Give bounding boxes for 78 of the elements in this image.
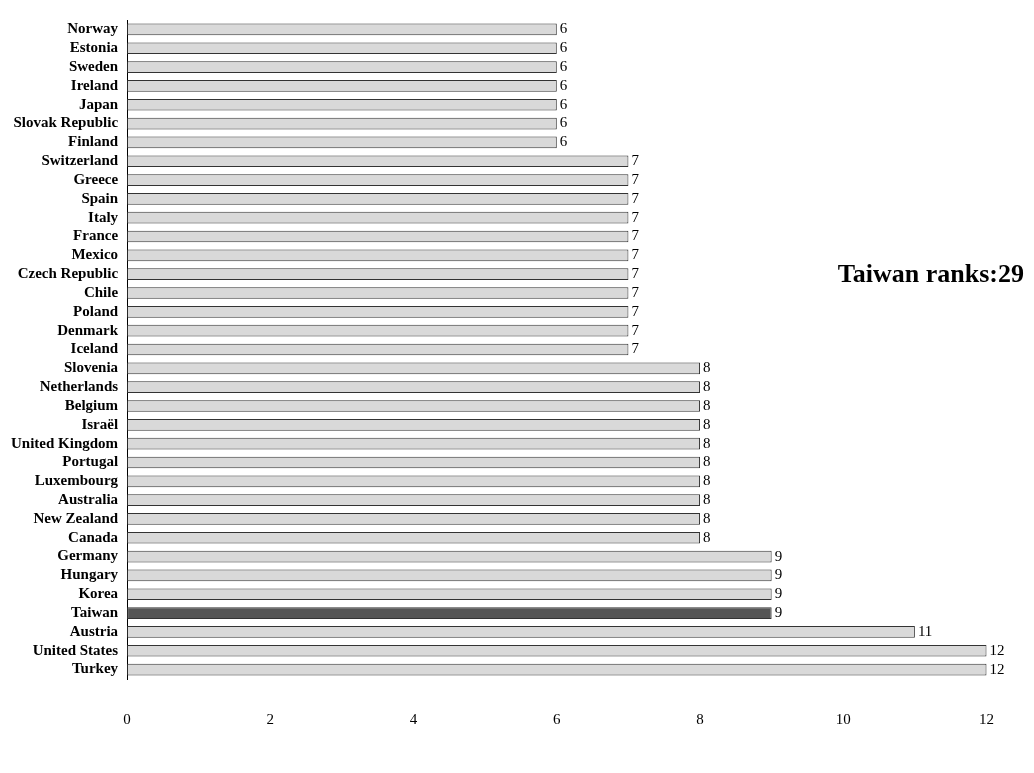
data-label: 9: [774, 547, 783, 564]
y-tick-label: Israël: [81, 415, 119, 432]
data-label: 7: [631, 208, 640, 225]
y-tick-label: Greece: [73, 170, 119, 187]
y-tick-label: Australia: [58, 491, 119, 507]
y-tick-label: Canada: [68, 528, 119, 545]
data-label: 7: [631, 189, 640, 206]
data-label: 7: [631, 283, 640, 300]
y-tick-label: Iceland: [70, 340, 119, 357]
data-label: 8: [703, 472, 711, 489]
y-tick-label: United Kingdom: [10, 434, 119, 451]
data-label: 6: [559, 114, 568, 131]
data-label: 6: [559, 95, 568, 112]
y-tick-label: Portugal: [62, 453, 119, 470]
data-label: 7: [631, 302, 640, 319]
y-tick-label: Italy: [88, 208, 119, 225]
y-tick-label: Poland: [73, 302, 119, 319]
x-tick-label: 10: [835, 710, 851, 727]
y-tick-label: Czech Republic: [17, 265, 119, 282]
data-label: 8: [703, 415, 711, 432]
data-label: 8: [703, 509, 711, 526]
data-label: 8: [703, 378, 711, 395]
annotation: Taiwan ranks:29: [837, 258, 1024, 288]
y-tick-label: Chile: [83, 283, 119, 300]
data-label: 7: [631, 321, 640, 338]
x-tick-label: 0: [123, 710, 131, 727]
data-label: 11: [917, 622, 933, 639]
data-label: 8: [703, 453, 711, 470]
data-label: 7: [631, 246, 640, 263]
y-tick-label: Sweden: [68, 57, 119, 74]
y-tick-label: Austria: [69, 622, 119, 639]
data-label: 7: [631, 340, 640, 357]
data-label: 6: [559, 76, 568, 93]
y-tick-label: Mexico: [71, 246, 119, 263]
x-tick-label: 6: [553, 710, 562, 727]
y-tick-label: Slovenia: [63, 359, 119, 376]
data-label: 7: [631, 265, 640, 282]
y-tick-label: Taiwan: [71, 603, 119, 620]
data-label: 6: [559, 58, 568, 75]
data-label: 6: [559, 20, 568, 37]
data-label: 6: [559, 39, 568, 56]
x-tick-label: 2: [266, 710, 275, 727]
y-tick-label: Belgium: [64, 396, 119, 413]
y-tick-label: Estonia: [69, 39, 119, 56]
data-label: 12: [989, 660, 1005, 677]
data-label: 7: [631, 152, 640, 169]
y-tick-label: Germany: [57, 547, 119, 564]
x-tick-label: 4: [409, 710, 418, 727]
y-tick-label: Norway: [67, 20, 119, 37]
y-tick-label: Spain: [81, 189, 119, 206]
y-tick-label: Hungary: [60, 566, 119, 583]
y-tick-label: Ireland: [70, 76, 119, 93]
data-label: 8: [703, 396, 711, 413]
y-tick-label: Netherlands: [39, 378, 119, 395]
data-label: 8: [703, 528, 711, 545]
data-label: 7: [631, 170, 640, 187]
data-label: 8: [703, 434, 711, 451]
data-label: 9: [774, 566, 783, 583]
y-tick-label: Slovak Republic: [13, 114, 119, 131]
y-tick-label: Denmark: [57, 321, 119, 338]
data-label: 6: [559, 133, 568, 150]
y-tick-label: Switzerland: [41, 152, 119, 169]
data-label: 9: [774, 604, 783, 621]
y-tick-label: United States: [32, 641, 119, 658]
x-tick-label: 12: [979, 710, 994, 727]
data-label: 8: [703, 359, 711, 376]
y-tick-label: Luxembourg: [34, 472, 119, 489]
x-tick-label: 8: [696, 710, 704, 727]
y-tick-label: Japan: [78, 95, 119, 112]
y-tick-label: Korea: [78, 585, 119, 602]
data-label: 8: [703, 491, 711, 508]
y-tick-label: Turkey: [71, 660, 119, 677]
y-tick-label: New Zealand: [33, 509, 119, 526]
data-label: 9: [774, 585, 783, 602]
y-tick-label: France: [73, 227, 119, 244]
y-tick-label: Finland: [68, 133, 119, 150]
data-label: 7: [631, 227, 640, 244]
data-label: 12: [989, 641, 1005, 658]
